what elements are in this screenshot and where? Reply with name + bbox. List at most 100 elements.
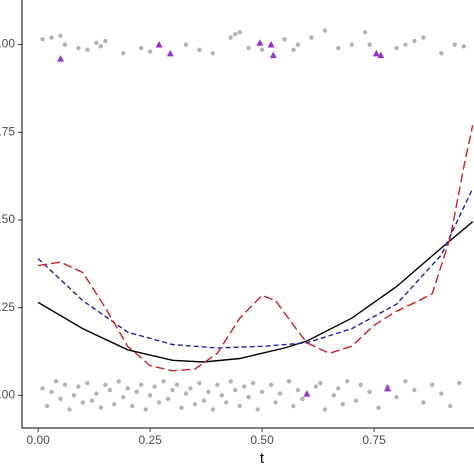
point xyxy=(71,393,77,398)
x-axis-title: t xyxy=(260,450,265,467)
point xyxy=(49,35,54,40)
point xyxy=(210,51,216,56)
point xyxy=(112,401,117,407)
point xyxy=(130,403,135,409)
point xyxy=(53,379,59,384)
point xyxy=(394,45,399,51)
point xyxy=(255,407,260,412)
y-tick-label: 1.00 xyxy=(0,37,15,51)
point xyxy=(412,387,417,393)
point xyxy=(94,391,99,396)
point xyxy=(121,51,126,56)
y-tick-label: 0.50 xyxy=(0,212,15,226)
y-tick-label: 0.75 xyxy=(0,124,15,138)
point xyxy=(107,387,113,393)
point xyxy=(67,407,72,412)
point xyxy=(376,405,381,410)
point xyxy=(156,400,162,405)
point xyxy=(282,37,287,42)
x-tick-label: 0.75 xyxy=(362,433,386,447)
point xyxy=(134,389,139,395)
curve xyxy=(37,221,474,363)
triangle-point xyxy=(303,390,311,397)
y-tick-label: 0.00 xyxy=(0,388,15,402)
point xyxy=(147,393,153,398)
point xyxy=(322,407,328,412)
point xyxy=(89,398,95,403)
point xyxy=(219,393,224,398)
curve xyxy=(37,125,474,372)
triangle-point xyxy=(269,51,277,59)
point xyxy=(322,28,328,33)
y-tick-label: 0.25 xyxy=(0,300,15,314)
point xyxy=(103,382,108,388)
point xyxy=(197,47,202,53)
point xyxy=(448,403,453,409)
point xyxy=(457,380,462,386)
triangle-point xyxy=(377,51,385,59)
point xyxy=(233,387,238,393)
point xyxy=(353,398,359,403)
point xyxy=(165,396,171,402)
point xyxy=(85,47,90,53)
point xyxy=(286,379,292,384)
point xyxy=(49,389,54,395)
point xyxy=(273,400,278,405)
point xyxy=(259,47,265,53)
point xyxy=(161,379,166,384)
point xyxy=(237,403,242,409)
point xyxy=(170,387,175,393)
point xyxy=(179,405,184,410)
point xyxy=(452,42,457,47)
triangle-point xyxy=(267,41,275,48)
point xyxy=(246,394,251,400)
point xyxy=(367,42,372,47)
point xyxy=(58,33,63,38)
point xyxy=(367,389,372,395)
point xyxy=(277,391,283,396)
point xyxy=(295,387,301,393)
point xyxy=(237,30,242,35)
point xyxy=(228,379,233,384)
point xyxy=(138,45,144,51)
point xyxy=(228,35,233,40)
point xyxy=(421,35,426,40)
point xyxy=(300,396,305,402)
triangle-point xyxy=(372,49,380,57)
point xyxy=(76,45,81,51)
point xyxy=(439,51,444,56)
triangle-point xyxy=(57,55,65,62)
point xyxy=(183,42,189,47)
point xyxy=(98,405,104,410)
point xyxy=(430,382,435,388)
point xyxy=(241,384,247,389)
point xyxy=(403,42,408,47)
curve xyxy=(37,188,474,349)
point xyxy=(147,49,153,54)
point xyxy=(340,401,345,407)
point xyxy=(206,389,211,395)
triangle-point xyxy=(256,39,264,46)
point xyxy=(412,38,417,44)
point xyxy=(318,380,323,386)
point xyxy=(98,44,104,49)
point xyxy=(116,379,121,384)
point xyxy=(362,30,368,35)
point xyxy=(62,42,68,47)
point xyxy=(268,382,274,388)
point xyxy=(295,42,301,47)
x-tick-label: 0.25 xyxy=(138,433,162,447)
point xyxy=(210,407,216,412)
point xyxy=(215,382,220,388)
point xyxy=(152,384,157,389)
point xyxy=(183,391,189,396)
point xyxy=(143,407,148,412)
point xyxy=(336,386,341,391)
point xyxy=(309,35,314,40)
point xyxy=(259,389,265,395)
point xyxy=(58,396,63,402)
point xyxy=(80,400,86,405)
point xyxy=(246,45,251,51)
point xyxy=(291,403,296,409)
